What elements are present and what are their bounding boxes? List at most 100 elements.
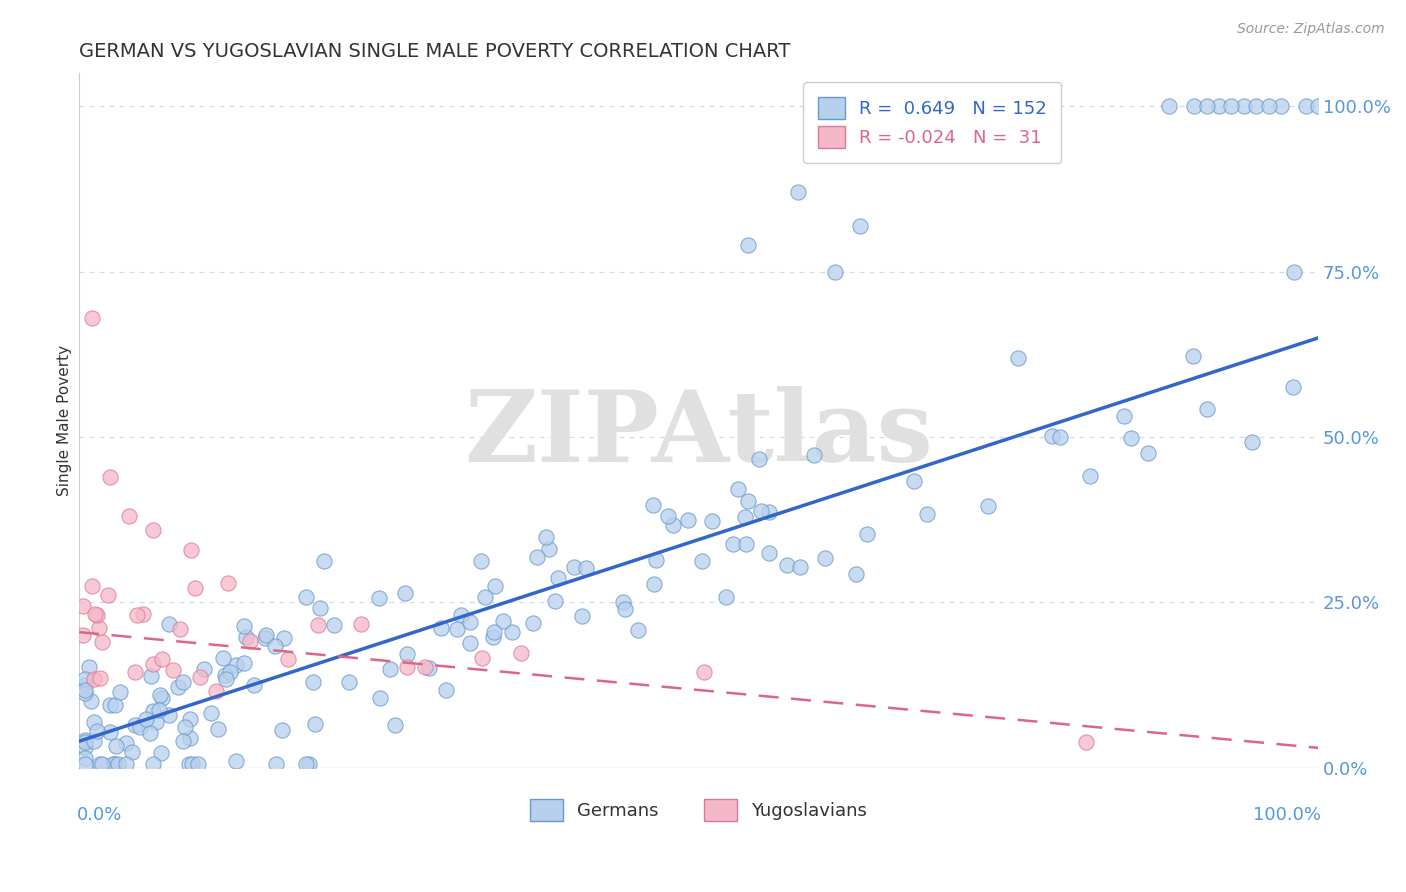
Point: [142, 757, 165, 772]
Point: [214, 668, 236, 682]
Point: [157, 617, 180, 632]
Point: [1282, 265, 1305, 279]
Point: [1282, 379, 1305, 393]
Point: [737, 238, 759, 252]
Point: [1233, 99, 1256, 113]
Point: [716, 590, 738, 604]
Point: [434, 682, 457, 697]
Point: [450, 608, 472, 623]
Point: [271, 723, 294, 738]
Point: [103, 757, 125, 772]
Point: [157, 708, 180, 723]
Text: GERMAN VS YUGOSLAVIAN SINGLE MALE POVERTY CORRELATION CHART: GERMAN VS YUGOSLAVIAN SINGLE MALE POVERT…: [79, 42, 790, 61]
Point: [614, 602, 637, 616]
Point: [430, 622, 453, 636]
Point: [304, 717, 326, 731]
Point: [612, 594, 634, 608]
Point: [232, 657, 254, 671]
Point: [692, 554, 714, 568]
Point: [254, 631, 277, 645]
Point: [370, 690, 392, 705]
Point: [83, 714, 105, 729]
Point: [277, 651, 299, 665]
Point: [446, 622, 468, 636]
Point: [295, 590, 318, 604]
Point: [75, 757, 97, 772]
Point: [273, 631, 295, 645]
Point: [104, 698, 127, 712]
Point: [1295, 99, 1317, 113]
Point: [148, 703, 170, 717]
Point: [758, 546, 780, 560]
Point: [758, 505, 780, 519]
Point: [845, 566, 868, 581]
Point: [124, 718, 146, 732]
Point: [207, 722, 229, 736]
Point: [312, 554, 335, 568]
Point: [824, 265, 846, 279]
Point: [302, 674, 325, 689]
Point: [179, 712, 201, 726]
Point: [89, 671, 111, 685]
Point: [1040, 429, 1063, 443]
Point: [786, 186, 808, 200]
Point: [562, 559, 585, 574]
Point: [86, 608, 108, 623]
Point: [700, 515, 723, 529]
Y-axis label: Single Male Poverty: Single Male Poverty: [58, 345, 72, 496]
Point: [180, 757, 202, 772]
Point: [167, 680, 190, 694]
Point: [115, 757, 138, 772]
Point: [915, 507, 938, 521]
Point: [118, 509, 141, 524]
Point: [482, 625, 505, 640]
Point: [254, 628, 277, 642]
Point: [776, 558, 799, 573]
Point: [848, 219, 870, 233]
Point: [384, 718, 406, 732]
Point: [1308, 99, 1330, 113]
Point: [1182, 350, 1205, 364]
Point: [307, 618, 329, 632]
Point: [1074, 734, 1097, 748]
Point: [150, 746, 173, 760]
Point: [734, 510, 756, 524]
Point: [187, 757, 209, 772]
Point: [114, 736, 136, 750]
Point: [544, 594, 567, 608]
Point: [510, 646, 533, 660]
Point: [91, 757, 114, 772]
Point: [86, 724, 108, 739]
Point: [243, 678, 266, 692]
Point: [107, 757, 129, 772]
Point: [75, 683, 97, 698]
Point: [1112, 409, 1135, 423]
Point: [75, 672, 97, 686]
Point: [75, 686, 97, 700]
Point: [298, 757, 321, 772]
Point: [173, 720, 195, 734]
Point: [1182, 99, 1205, 113]
Point: [643, 577, 665, 591]
Point: [204, 684, 226, 698]
Legend: R =  0.649   N = 152, R = -0.024   N =  31: R = 0.649 N = 152, R = -0.024 N = 31: [803, 82, 1062, 162]
Point: [1007, 351, 1029, 365]
Point: [264, 639, 287, 653]
Point: [571, 609, 593, 624]
Point: [80, 311, 103, 326]
Point: [367, 591, 389, 605]
Point: [105, 739, 128, 753]
Point: [75, 678, 97, 692]
Point: [1136, 445, 1159, 459]
Point: [657, 508, 679, 523]
Point: [814, 550, 837, 565]
Point: [789, 559, 811, 574]
Point: [98, 469, 121, 483]
Point: [482, 630, 505, 644]
Point: [627, 623, 650, 637]
Point: [748, 452, 770, 467]
Point: [1244, 99, 1267, 113]
Point: [350, 617, 373, 632]
Point: [219, 665, 242, 679]
Point: [150, 651, 173, 665]
